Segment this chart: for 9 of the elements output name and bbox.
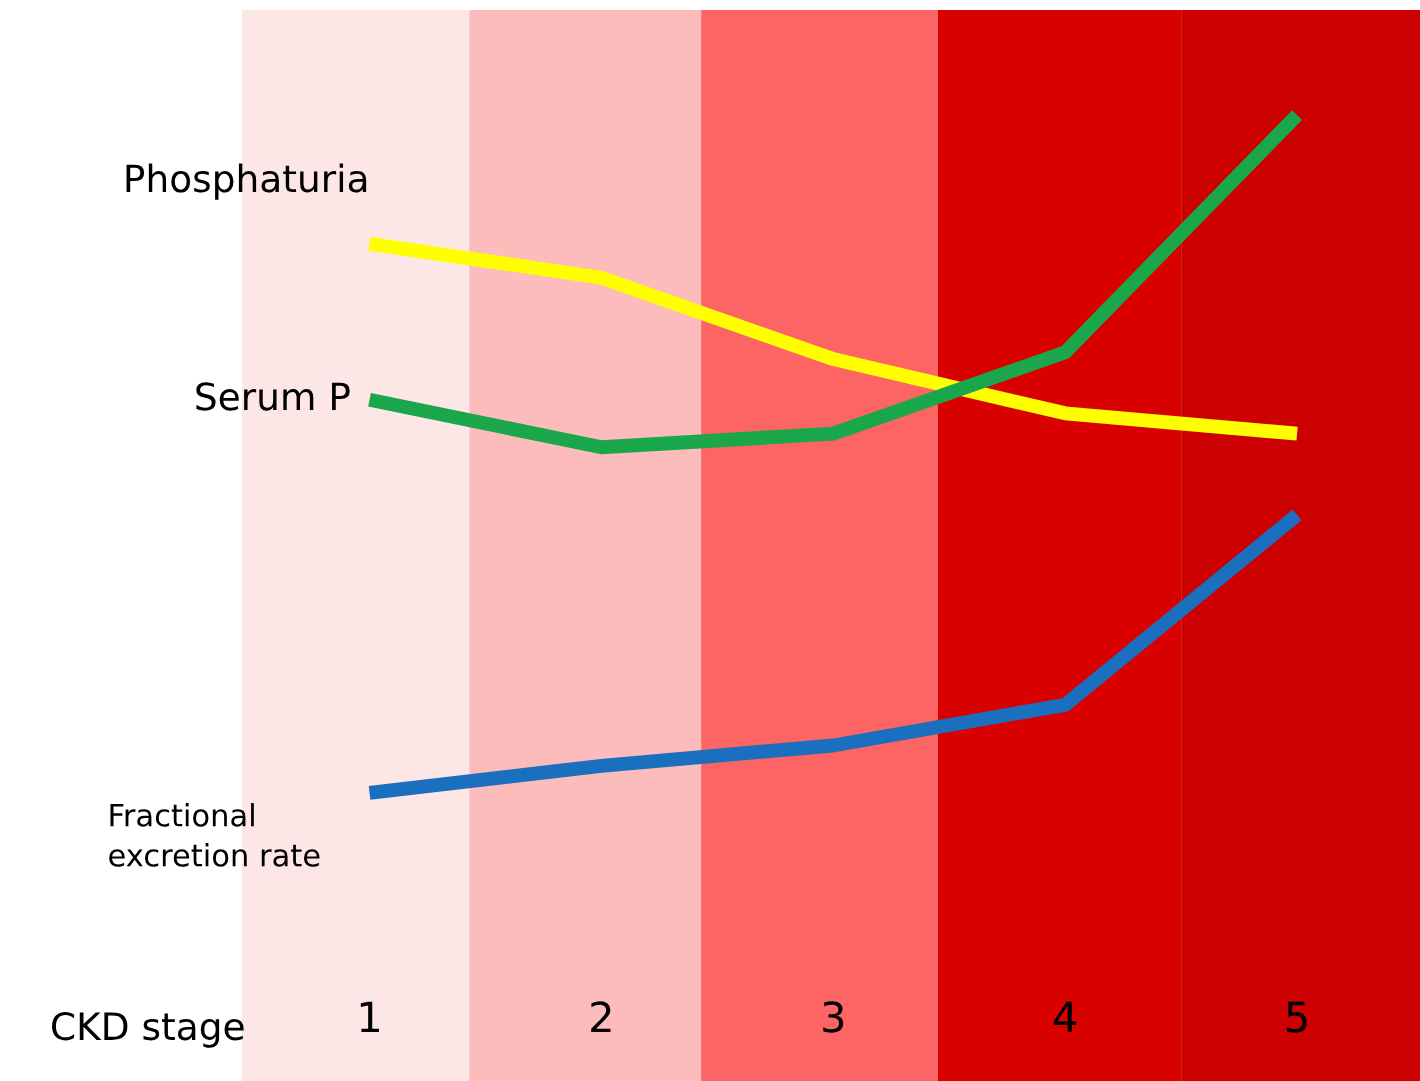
x-tick-label: 2 [591, 1001, 611, 1033]
series-label: Phosphaturia [126, 163, 367, 200]
x-tick-label: 3 [823, 1001, 844, 1033]
series-label: Fractional excretion rate [109, 803, 320, 867]
series-label: Serum P [196, 382, 350, 411]
x-axis-title: CKD stage [52, 1012, 244, 1048]
x-tick-label: 4 [1053, 1001, 1077, 1033]
x-tick-label: 1 [360, 1001, 379, 1033]
x-tick-label: 5 [1287, 1001, 1307, 1033]
